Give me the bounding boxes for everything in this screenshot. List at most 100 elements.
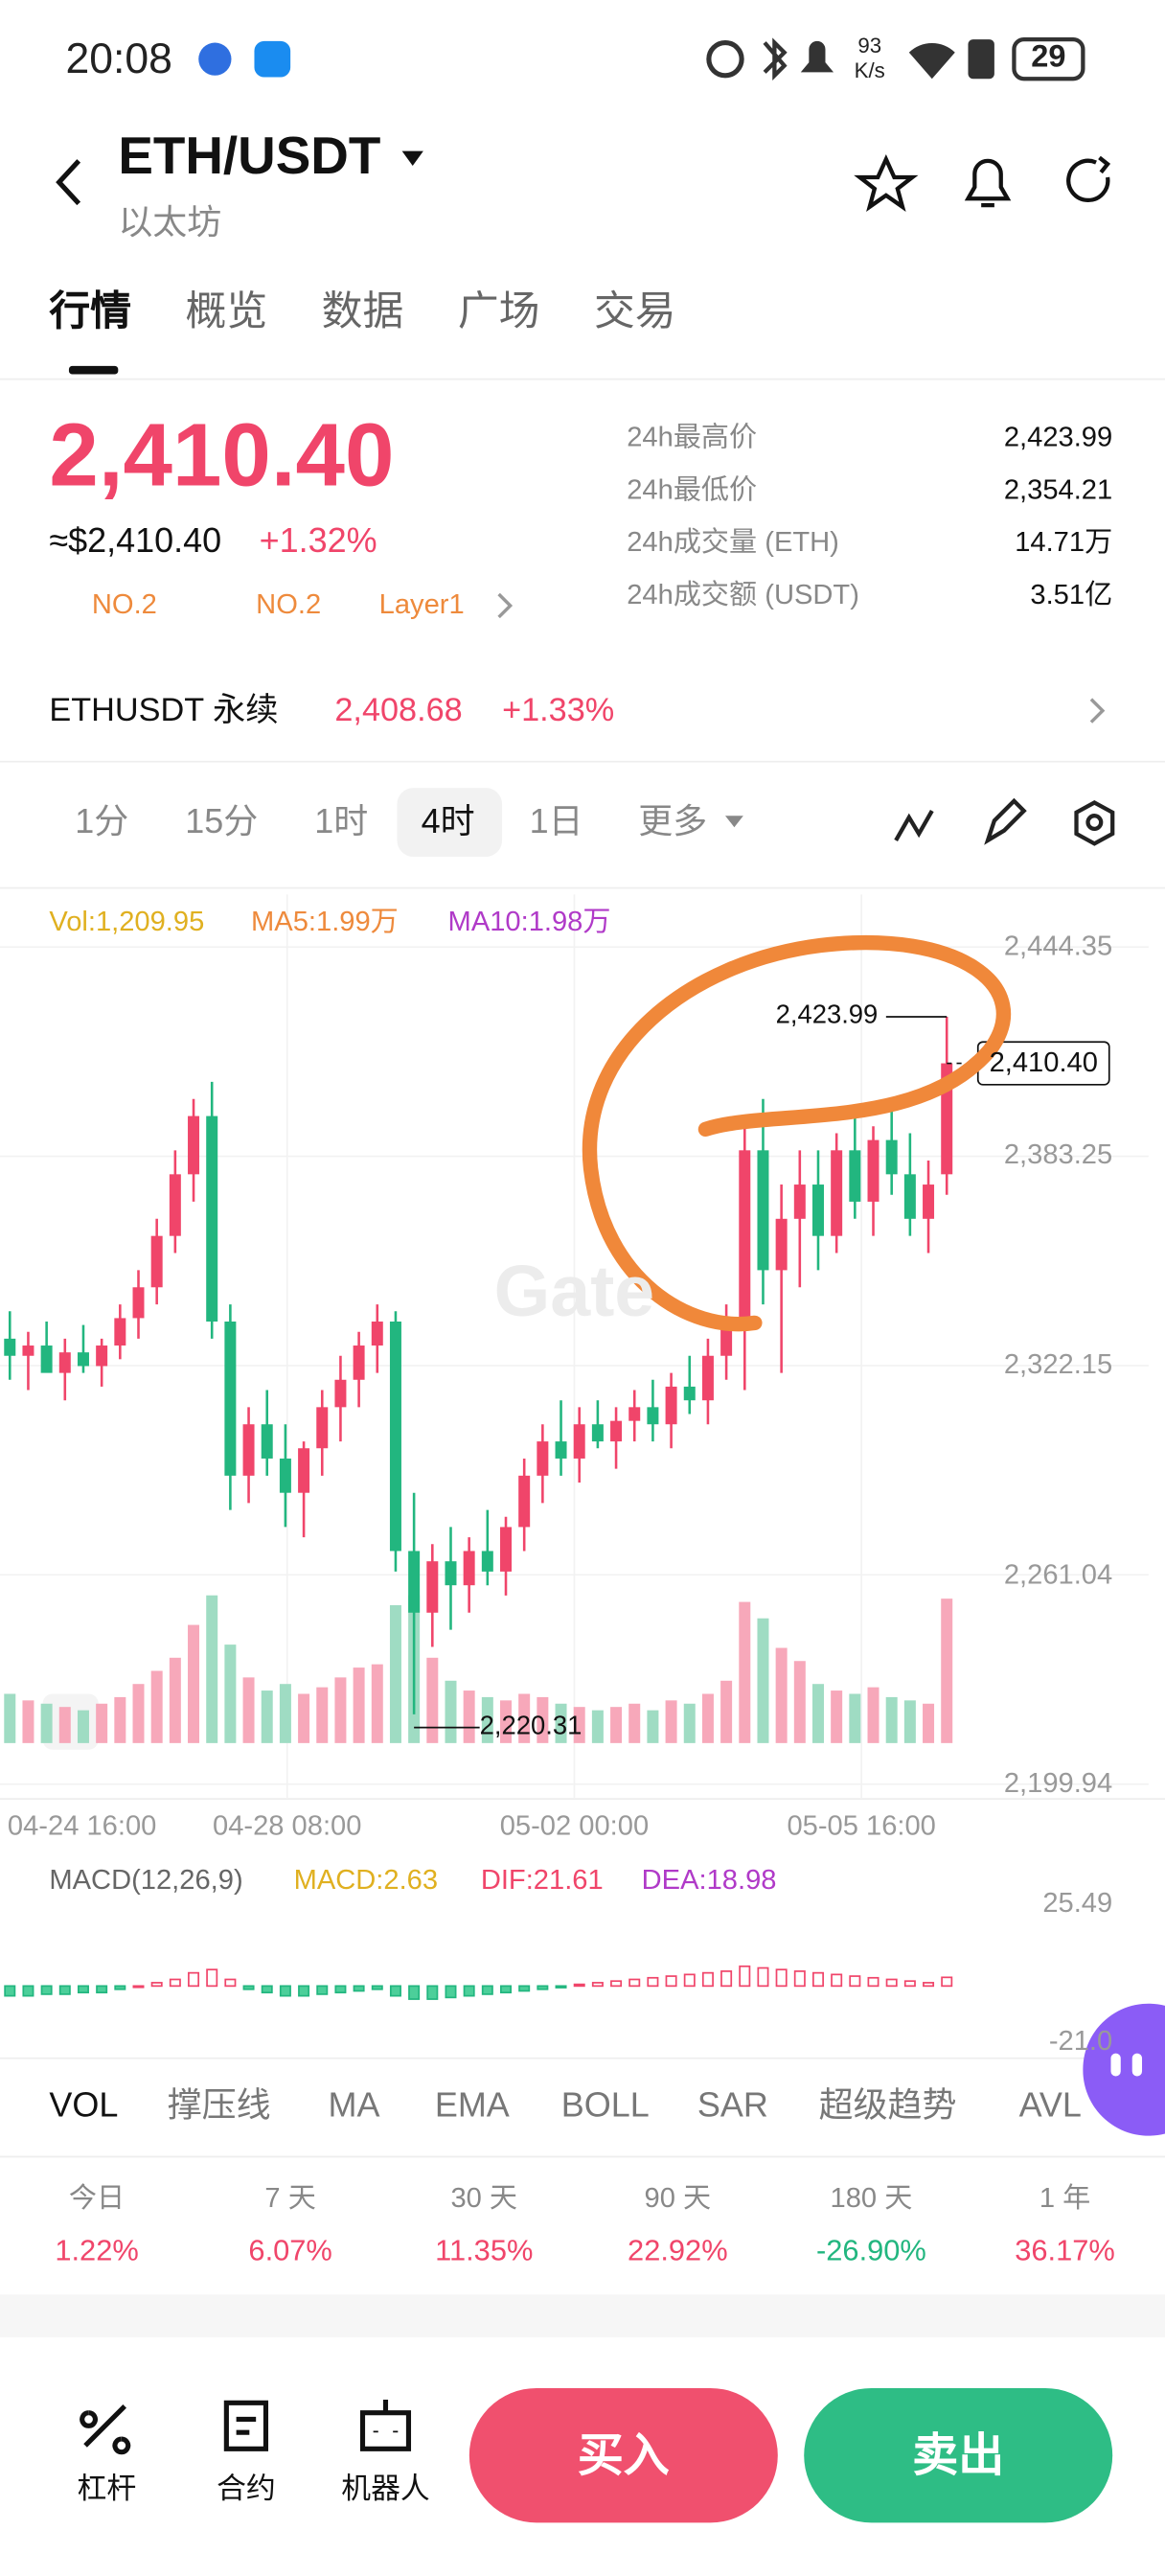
interval[interactable]: 15分 <box>185 803 259 841</box>
buy-button[interactable] <box>468 2387 778 2523</box>
interval[interactable]: 4时 <box>421 803 475 841</box>
candle-body <box>683 1386 696 1401</box>
x-tick-label: 05-02 00:00 <box>499 1809 650 1842</box>
badge[interactable]: NO.2 <box>91 588 157 621</box>
indicator-value: Vol:1,209.95 <box>49 906 205 937</box>
indicator-tab[interactable]: BOLL <box>560 2086 650 2125</box>
sell-label[interactable]: 卖出 <box>912 2429 1005 2481</box>
volume-bar <box>298 1693 310 1743</box>
indicator-tab[interactable]: 撑压线 <box>167 2086 271 2125</box>
interval[interactable]: 更多 <box>638 803 708 841</box>
volume-bar <box>739 1601 751 1743</box>
alert-button[interactable] <box>964 158 1012 208</box>
wifi-icon <box>908 43 955 80</box>
interval-selected <box>397 788 503 858</box>
y-tick-label: 2,199.94 <box>1003 1767 1113 1799</box>
tab[interactable]: 数据 <box>321 288 404 335</box>
period-change: 6.07% <box>248 2234 332 2267</box>
candle-body <box>500 1527 513 1572</box>
macd-value: DIF:21.61 <box>480 1864 604 1896</box>
volume-bar <box>279 1684 291 1743</box>
volume-bar <box>757 1618 769 1743</box>
indicator-value: MA10:1.98万 <box>447 906 611 937</box>
assistant-bubble[interactable] <box>1083 2003 1165 2136</box>
candle-body <box>4 1338 16 1356</box>
volume-bar <box>445 1680 457 1743</box>
candle-body <box>647 1407 659 1425</box>
macd-bar <box>683 1973 696 1988</box>
indicator-tab[interactable]: MA <box>328 2086 380 2125</box>
candle-body <box>58 1352 71 1373</box>
pair-name: 以太坊 <box>118 204 222 242</box>
y-tick-label: 2,444.35 <box>1003 930 1113 962</box>
interval[interactable]: 1日 <box>529 803 583 841</box>
y-tick-label: 2,261.04 <box>1003 1557 1113 1590</box>
buy-label[interactable]: 买入 <box>577 2429 670 2481</box>
robot-icon <box>359 2399 412 2451</box>
tool-label[interactable]: 合约 <box>217 2472 276 2505</box>
tool-label[interactable]: 杠杆 <box>77 2472 137 2505</box>
candle-body <box>389 1322 401 1552</box>
volume-bar <box>40 1703 53 1743</box>
tab[interactable]: 交易 <box>593 288 676 335</box>
assistant-eye <box>1131 2053 1143 2077</box>
volume-bar <box>150 1670 163 1743</box>
settings-button[interactable] <box>1074 800 1115 846</box>
macd-bar <box>923 1982 935 1988</box>
candle-body <box>573 1424 585 1459</box>
period-label: 180 天 <box>830 2182 913 2215</box>
pair-title[interactable]: ETH/USDT <box>118 126 381 186</box>
net-speed-unit: K/s <box>854 58 885 82</box>
last-price: 2,410.40 <box>49 406 395 505</box>
indicator-button[interactable] <box>894 810 934 841</box>
badge[interactable]: Layer1 <box>378 588 465 621</box>
last-price-label: 2,410.40 <box>989 1046 1098 1078</box>
tab[interactable]: 行情 <box>49 288 132 335</box>
interval[interactable]: 1分 <box>75 803 129 841</box>
section-gap <box>0 2294 1165 2337</box>
sell-button[interactable] <box>804 2387 1113 2523</box>
tab[interactable]: 广场 <box>457 288 540 335</box>
battery-level: 29 <box>1031 40 1066 76</box>
candle-body <box>867 1139 879 1202</box>
tab[interactable]: 概览 <box>185 288 268 335</box>
candle-body <box>169 1174 181 1236</box>
stat-value: 2,423.99 <box>1003 421 1113 453</box>
candle-body <box>923 1184 935 1219</box>
volume-bar <box>77 1710 89 1743</box>
app-icon <box>254 40 291 78</box>
mute-icon <box>800 40 834 73</box>
macd-bar <box>537 1985 549 1990</box>
macd-bar <box>426 1985 439 2000</box>
indicator-tab[interactable]: 超级趋势 <box>818 2086 957 2125</box>
x-tick-label: 04-24 16:00 <box>7 1809 157 1842</box>
badge[interactable]: NO.2 <box>256 588 322 621</box>
indicator-tab[interactable]: VOL <box>49 2086 119 2125</box>
macd-bar <box>665 1975 677 1988</box>
battery-icon <box>1012 36 1085 81</box>
pair-dropdown[interactable] <box>401 150 423 166</box>
macd-bar <box>77 1985 89 1994</box>
perp-name[interactable]: ETHUSDT 永续 <box>49 692 279 729</box>
indicator-tab[interactable]: SAR <box>697 2086 768 2125</box>
share-button[interactable] <box>1066 155 1111 202</box>
draw-button[interactable] <box>984 797 1027 845</box>
indicator-tab[interactable]: AVL <box>1018 2086 1082 2125</box>
macd-bar <box>96 1985 108 1994</box>
indicator-tab[interactable]: EMA <box>434 2086 510 2125</box>
candle-body <box>353 1346 365 1380</box>
candle-body <box>77 1352 89 1367</box>
volume-bar <box>885 1696 898 1743</box>
macd-bar <box>555 1985 567 1989</box>
tool-label[interactable]: 机器人 <box>341 2472 430 2505</box>
macd-bar <box>591 1982 604 1988</box>
back-button[interactable] <box>56 159 81 206</box>
more-dropdown[interactable] <box>725 816 743 828</box>
macd-bar <box>206 1968 218 1988</box>
interval[interactable]: 1时 <box>314 803 369 841</box>
candle-body <box>610 1420 623 1442</box>
volume-bar <box>114 1696 126 1743</box>
volume-bar <box>334 1677 347 1743</box>
favorite-button[interactable] <box>854 153 919 212</box>
period-label: 1 年 <box>1039 2182 1091 2215</box>
